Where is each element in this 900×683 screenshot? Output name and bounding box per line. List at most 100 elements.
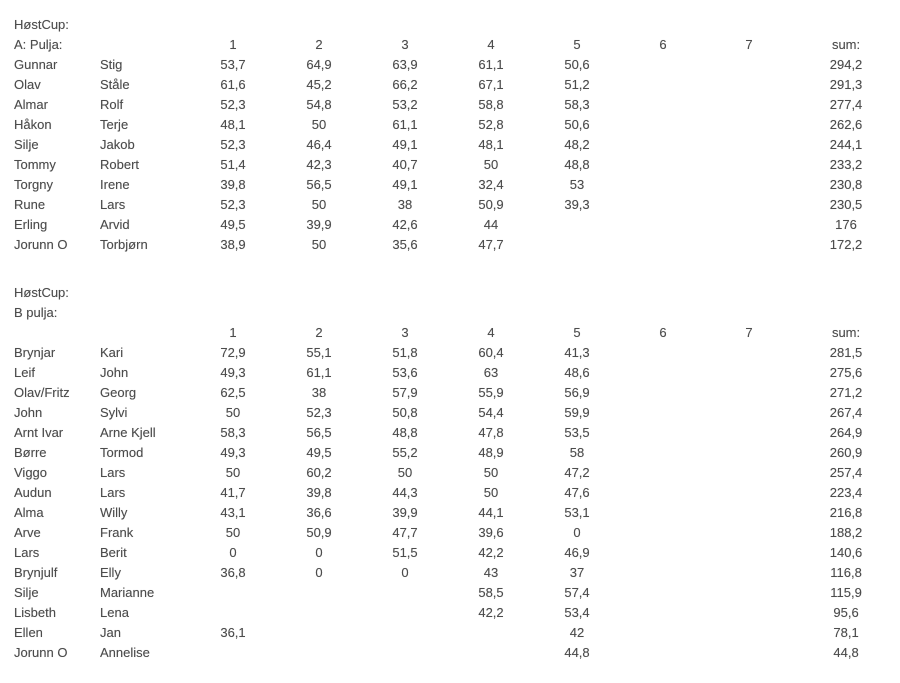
round-score-cell: 53,4 (564, 604, 590, 620)
sum-cell: 78,1 (833, 624, 859, 640)
round-score-cell: 52,3 (220, 136, 246, 152)
round-score-cell: 49,1 (392, 176, 418, 192)
round-score-cell: 44,3 (392, 484, 418, 500)
round-score-cell (706, 422, 792, 442)
round-score-cell (362, 642, 448, 662)
round-score-cell: 32,4 (478, 176, 504, 192)
scanned-page: HøstCup: A: Pulja: 1 2 3 4 5 6 7 sum: Gunnar Stig 53… (14, 14, 900, 662)
round-score-cell (620, 442, 706, 462)
sum-column-header: sum: (831, 324, 861, 340)
first-name-cell: Olav (14, 76, 41, 92)
sum-column-header: sum: (831, 36, 861, 52)
first-name-cell: Børre (14, 444, 47, 460)
round-score-cell (706, 94, 792, 114)
sum-cell: 233,2 (829, 156, 863, 172)
sum-cell: 116,8 (830, 564, 862, 580)
partner-name-cell: Stig (100, 56, 123, 72)
round-score-cell (706, 562, 792, 582)
section-title-row: HøstCup: (14, 14, 900, 34)
sum-cell: 275,6 (829, 364, 863, 380)
table-row: Børre Tormod 49,3 49,5 55,2 48,9 58 260,9 (14, 442, 900, 462)
sum-cell: 188,2 (829, 524, 863, 540)
round-score-cell: 49,5 (306, 444, 332, 460)
round-score-cell: 36,1 (220, 624, 246, 640)
table-row: Arnt Ivar Arne Kjell 58,3 56,5 48,8 47,8 53,5 2… (14, 422, 900, 442)
round-score-cell: 62,5 (220, 384, 246, 400)
first-name-cell: Viggo (14, 464, 48, 480)
round-score-cell: 39,8 (220, 176, 246, 192)
first-name-cell: Rune (14, 196, 46, 212)
round-score-cell: 50 (483, 484, 499, 500)
round-score-cell: 42 (569, 624, 585, 640)
sum-cell: 281,5 (829, 344, 863, 360)
round-score-cell: 43,1 (220, 504, 246, 520)
round-score-cell (190, 642, 276, 662)
round-score-cell (706, 522, 792, 542)
round-score-cell (706, 442, 792, 462)
round-score-cell: 49,3 (220, 364, 246, 380)
results-table: HøstCup: A: Pulja: 1 2 3 4 5 6 7 sum: Gunnar Stig 53… (14, 14, 900, 254)
round-score-cell: 55,2 (392, 444, 418, 460)
round-column-header: 2 (315, 324, 323, 340)
round-score-cell: 48,1 (478, 136, 504, 152)
round-score-cell: 53 (569, 176, 585, 192)
round-score-cell: 58 (569, 444, 585, 460)
table-row: John Sylvi 50 52,3 50,8 54,4 59,9 267,4 (14, 402, 900, 422)
round-score-cell: 50,6 (564, 116, 590, 132)
round-score-cell (706, 114, 792, 134)
sum-cell: 264,9 (829, 424, 863, 440)
sum-cell: 257,4 (829, 464, 863, 480)
partner-name-cell: Terje (100, 116, 129, 132)
round-score-cell (706, 134, 792, 154)
round-score-cell: 56,5 (306, 424, 332, 440)
round-score-cell (620, 174, 706, 194)
round-column-header: 3 (401, 324, 409, 340)
first-name-cell: Torgny (14, 176, 54, 192)
first-name-cell: Brynjulf (14, 564, 58, 580)
sum-cell: 216,8 (829, 504, 863, 520)
round-score-cell: 41,7 (220, 484, 246, 500)
round-score-cell: 60,2 (306, 464, 332, 480)
round-score-cell: 44,8 (564, 644, 590, 660)
round-score-cell (620, 562, 706, 582)
sum-cell: 172,2 (829, 236, 863, 252)
section-title-row: HøstCup: (14, 282, 900, 302)
round-score-cell: 53,6 (392, 364, 418, 380)
round-column-header: 1 (229, 36, 237, 52)
round-score-cell: 0 (229, 544, 237, 560)
table-row: Audun Lars 41,7 39,8 44,3 50 47,6 223,4 (14, 482, 900, 502)
round-score-cell: 36,8 (220, 564, 246, 580)
table-row: Brynjulf Elly 36,8 0 0 43 37 116,8 (14, 562, 900, 582)
round-score-cell: 57,4 (564, 584, 590, 600)
first-name-cell: Arve (14, 524, 41, 540)
round-score-cell: 46,9 (564, 544, 590, 560)
round-score-cell: 61,1 (478, 56, 504, 72)
section-title: HøstCup: (14, 16, 69, 32)
pulja-b-section: HøstCup: B pulja: 1 2 3 4 5 6 7 sum: Brynjar Kari 72… (14, 282, 900, 662)
round-score-cell: 50 (311, 116, 327, 132)
sum-cell: 271,2 (829, 384, 863, 400)
table-row: Leif John 49,3 61,1 53,6 63 48,6 275,6 (14, 362, 900, 382)
round-score-cell (620, 214, 706, 234)
first-name-cell: Leif (14, 364, 35, 380)
round-score-cell (620, 422, 706, 442)
table-row: Jorunn O Torbjørn 38,9 50 35,6 47,7 172,2 (14, 234, 900, 254)
round-column-header: 4 (487, 324, 495, 340)
round-score-cell (706, 382, 792, 402)
partner-name-cell: Annelise (100, 644, 150, 660)
round-score-cell (706, 214, 792, 234)
first-name-cell: Gunnar (14, 56, 58, 72)
round-score-cell: 50,9 (478, 196, 504, 212)
round-score-cell: 50 (225, 464, 241, 480)
round-score-cell (620, 54, 706, 74)
round-score-cell: 63,9 (392, 56, 418, 72)
round-score-cell: 48,9 (478, 444, 504, 460)
round-score-cell: 48,8 (564, 156, 590, 172)
partner-name-cell: Kari (100, 344, 124, 360)
round-column-header: 5 (573, 324, 581, 340)
table-row: Olav Ståle 61,6 45,2 66,2 67,1 51,2 291,3 (14, 74, 900, 94)
round-score-cell (534, 214, 620, 234)
round-score-cell: 58,3 (220, 424, 246, 440)
round-score-cell (620, 482, 706, 502)
round-score-cell: 0 (315, 544, 323, 560)
